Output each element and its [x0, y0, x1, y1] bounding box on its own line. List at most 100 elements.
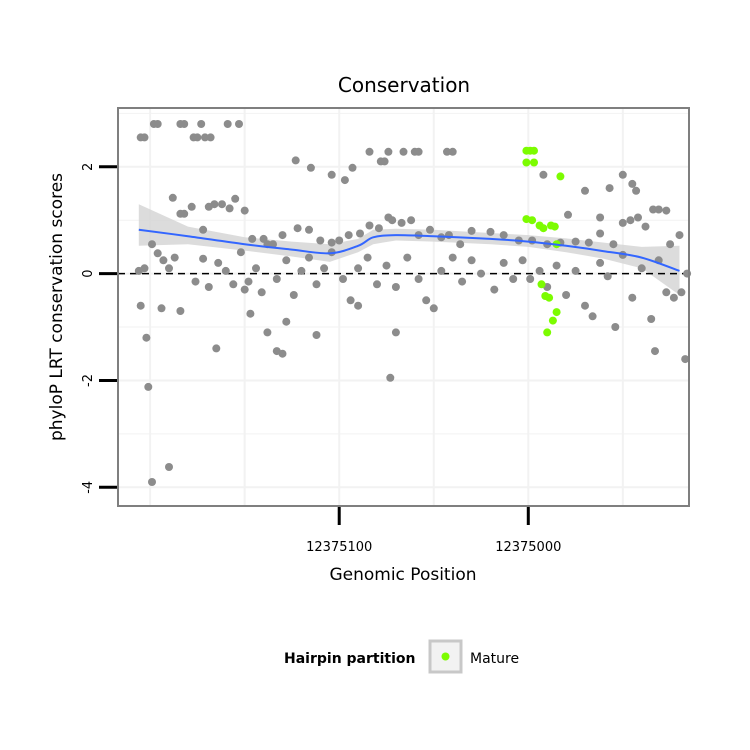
- data-point: [609, 240, 618, 249]
- data-point-mature: [539, 224, 548, 233]
- data-point: [397, 218, 406, 227]
- data-point: [628, 179, 637, 188]
- data-point: [628, 293, 637, 302]
- data-point: [382, 261, 391, 270]
- data-point: [414, 275, 423, 283]
- data-point: [327, 170, 336, 179]
- data-point: [637, 264, 646, 273]
- data-point: [199, 254, 208, 263]
- background-points: [134, 120, 692, 486]
- data-point: [588, 312, 597, 321]
- data-point: [157, 304, 166, 313]
- data-point: [144, 382, 153, 391]
- data-point: [486, 227, 495, 236]
- data-point: [681, 355, 690, 364]
- y-tick-label: -4: [81, 481, 96, 494]
- data-point: [437, 266, 446, 275]
- data-point: [499, 231, 508, 240]
- legend-title: Hairpin partition: [284, 651, 415, 667]
- data-point-mature: [550, 222, 559, 231]
- data-point: [221, 266, 230, 275]
- data-point: [662, 288, 671, 297]
- data-point: [581, 301, 589, 310]
- data-point: [669, 293, 678, 302]
- data-point: [148, 240, 156, 249]
- data-point: [365, 147, 374, 156]
- data-point: [240, 206, 249, 215]
- data-point: [316, 236, 325, 245]
- data-point: [407, 216, 416, 225]
- data-point: [312, 331, 321, 339]
- data-point: [327, 238, 336, 247]
- data-point-mature: [530, 146, 538, 155]
- data-point: [490, 285, 499, 294]
- x-axis-title: Genomic Position: [329, 565, 476, 585]
- data-point: [293, 224, 302, 233]
- data-point: [603, 272, 612, 281]
- legend-key-mature: [441, 652, 450, 661]
- data-point: [584, 238, 593, 247]
- data-point: [339, 275, 347, 283]
- data-point: [257, 288, 266, 297]
- legend: Hairpin partition Mature: [284, 639, 519, 674]
- data-point: [320, 264, 329, 273]
- smooth-fit-line: [138, 228, 680, 272]
- confidence-band: [138, 204, 680, 295]
- data-point-mature: [543, 328, 552, 337]
- data-point: [605, 184, 614, 193]
- data-point: [467, 256, 476, 265]
- data-point: [165, 264, 173, 273]
- data-point: [677, 288, 686, 297]
- data-point: [448, 147, 457, 156]
- data-point: [458, 277, 467, 286]
- panel-background: [118, 108, 689, 506]
- data-point: [191, 277, 200, 286]
- data-point: [391, 328, 400, 337]
- data-point: [374, 224, 383, 233]
- data-point: [168, 193, 177, 202]
- data-point: [552, 261, 561, 270]
- y-tick-label: 2: [81, 163, 96, 171]
- data-point: [340, 176, 349, 185]
- data-point: [212, 344, 221, 353]
- data-point: [236, 248, 245, 257]
- data-point: [346, 296, 355, 305]
- data-point: [210, 200, 219, 209]
- data-point: [246, 309, 255, 318]
- data-point: [662, 206, 671, 215]
- data-point: [448, 253, 457, 262]
- data-point: [263, 328, 272, 337]
- data-point: [528, 236, 537, 245]
- data-point: [199, 225, 208, 234]
- data-point: [518, 256, 527, 265]
- data-point: [193, 133, 202, 142]
- data-point: [596, 213, 605, 222]
- data-point: [187, 202, 196, 211]
- data-point: [204, 283, 213, 291]
- data-point: [354, 301, 363, 310]
- data-point: [235, 120, 243, 128]
- data-point: [571, 237, 580, 246]
- x-tick-label: 12375000: [495, 540, 561, 555]
- data-point: [180, 120, 189, 128]
- data-point: [223, 120, 232, 128]
- data-point: [509, 275, 518, 283]
- data-point: [675, 231, 684, 240]
- data-point: [244, 277, 253, 286]
- grid-lines: [118, 108, 689, 506]
- data-point: [289, 291, 298, 299]
- data-point: [278, 231, 287, 240]
- data-point: [422, 296, 431, 305]
- x-axis: 12375100 12375000: [306, 507, 561, 555]
- data-point-mature: [548, 316, 557, 325]
- data-point: [477, 269, 485, 278]
- data-point: [305, 225, 313, 234]
- data-point: [499, 258, 508, 267]
- data-point: [429, 304, 438, 313]
- plot-panel: [117, 107, 692, 507]
- x-tick-label: 12375100: [306, 540, 372, 555]
- y-axis-title: phyloP LRT conservation scores: [47, 173, 67, 441]
- data-point: [170, 253, 179, 262]
- data-point: [443, 147, 451, 156]
- data-point: [291, 156, 300, 165]
